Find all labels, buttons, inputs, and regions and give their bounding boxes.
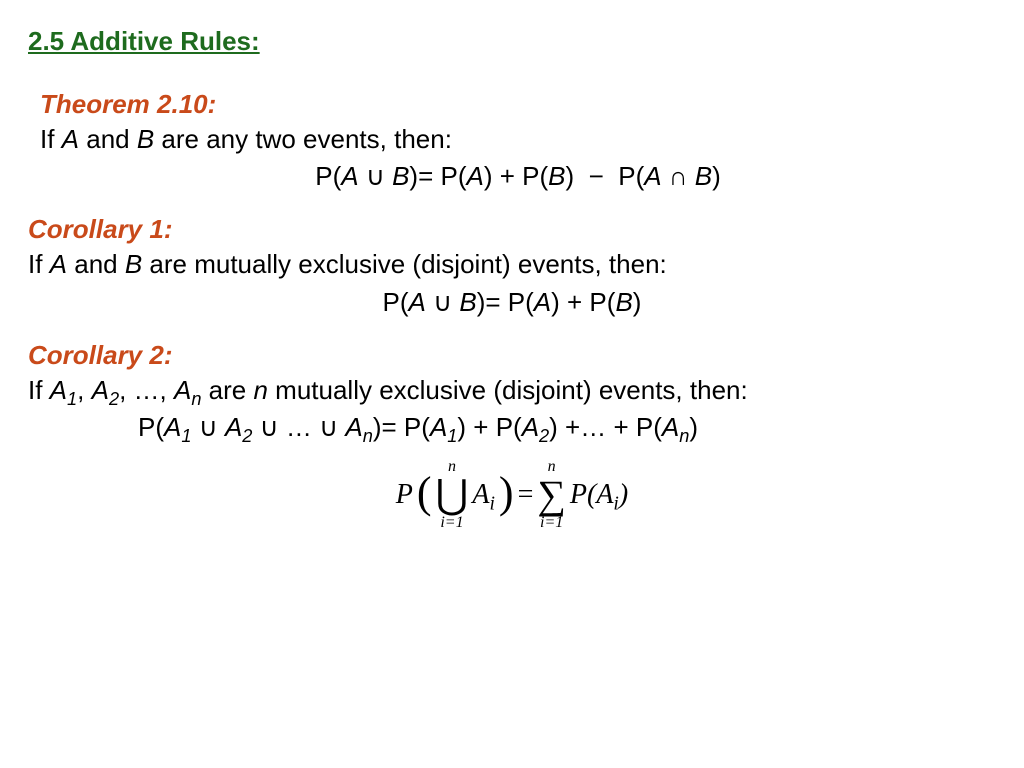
theorem-label: Theorem 2.10: <box>40 87 996 122</box>
equals: = <box>518 476 534 514</box>
corollary1-statement: If A and B are mutually exclusive (disjo… <box>28 247 996 282</box>
corollary2-statement: If A1, A2, …, An are n mutually exclusiv… <box>28 373 996 408</box>
P-symbol: P <box>396 476 413 514</box>
union-operator: n ⋃ i=1 <box>436 459 469 531</box>
corollary1-block: Corollary 1: If A and B are mutually exc… <box>28 212 996 319</box>
corollary2-label: Corollary 2: <box>28 338 996 373</box>
section-title: 2.5 Additive Rules: <box>28 24 996 59</box>
theorem-statement: If A and B are any two events, then: <box>40 122 996 157</box>
PAi: P(Ai) <box>570 476 628 514</box>
corollary1-label: Corollary 1: <box>28 212 996 247</box>
Ai: Ai <box>472 476 495 514</box>
corollary1-formula: P(A ∪ B)= P(A) + P(B) <box>28 285 996 320</box>
corollary2-formula: P(A1 ∪ A2 ∪ … ∪ An)= P(A1) + P(A2) +… + … <box>28 410 996 445</box>
rparen: ) <box>499 475 514 510</box>
summation-formula: P ( n ⋃ i=1 Ai ) = n ∑ i=1 P(Ai) <box>28 459 996 531</box>
theorem-formula: P(A ∪ B)= P(A) + P(B) − P(A ∩ B) <box>40 159 996 194</box>
sum-operator: n ∑ i=1 <box>537 459 566 531</box>
corollary2-block: Corollary 2: If A1, A2, …, An are n mutu… <box>28 338 996 531</box>
lparen: ( <box>417 475 432 510</box>
theorem-block: Theorem 2.10: If A and B are any two eve… <box>28 87 996 194</box>
